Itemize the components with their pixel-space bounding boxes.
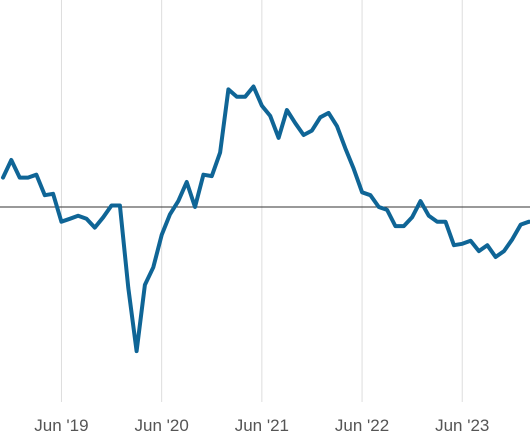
x-tick-label: Jun '21 — [235, 416, 289, 435]
series-line — [1, 84, 530, 354]
x-tick-label: Jun '22 — [335, 416, 389, 435]
series-layer — [1, 84, 530, 354]
x-tick-label: Jun '23 — [435, 416, 489, 435]
gridlines — [60, 0, 463, 402]
x-tick-label: Jun '19 — [34, 416, 88, 435]
x-tick-label: Jun '20 — [135, 416, 189, 435]
